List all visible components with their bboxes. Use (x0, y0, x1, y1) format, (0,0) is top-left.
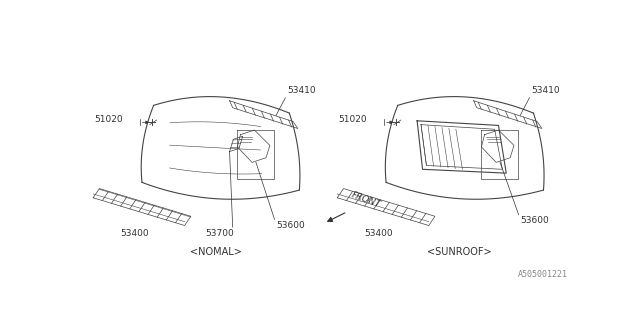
Text: 53700: 53700 (205, 228, 234, 237)
Text: 53400: 53400 (364, 228, 393, 237)
Text: 53600: 53600 (276, 221, 305, 230)
Text: 51020: 51020 (94, 115, 123, 124)
Text: FRONT: FRONT (349, 190, 381, 209)
Text: <SUNROOF>: <SUNROOF> (428, 247, 492, 258)
Text: 53410: 53410 (531, 86, 559, 95)
Text: <NOMAL>: <NOMAL> (189, 247, 241, 258)
Text: A505001221: A505001221 (518, 270, 568, 279)
Text: 53400: 53400 (120, 228, 148, 237)
Text: 53600: 53600 (520, 216, 549, 225)
Text: 51020: 51020 (338, 115, 367, 124)
Text: 53410: 53410 (287, 86, 316, 95)
